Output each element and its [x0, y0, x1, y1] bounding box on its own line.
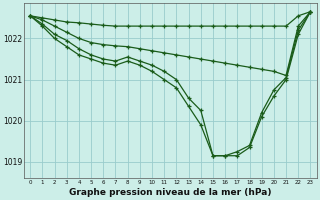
X-axis label: Graphe pression niveau de la mer (hPa): Graphe pression niveau de la mer (hPa)	[69, 188, 272, 197]
